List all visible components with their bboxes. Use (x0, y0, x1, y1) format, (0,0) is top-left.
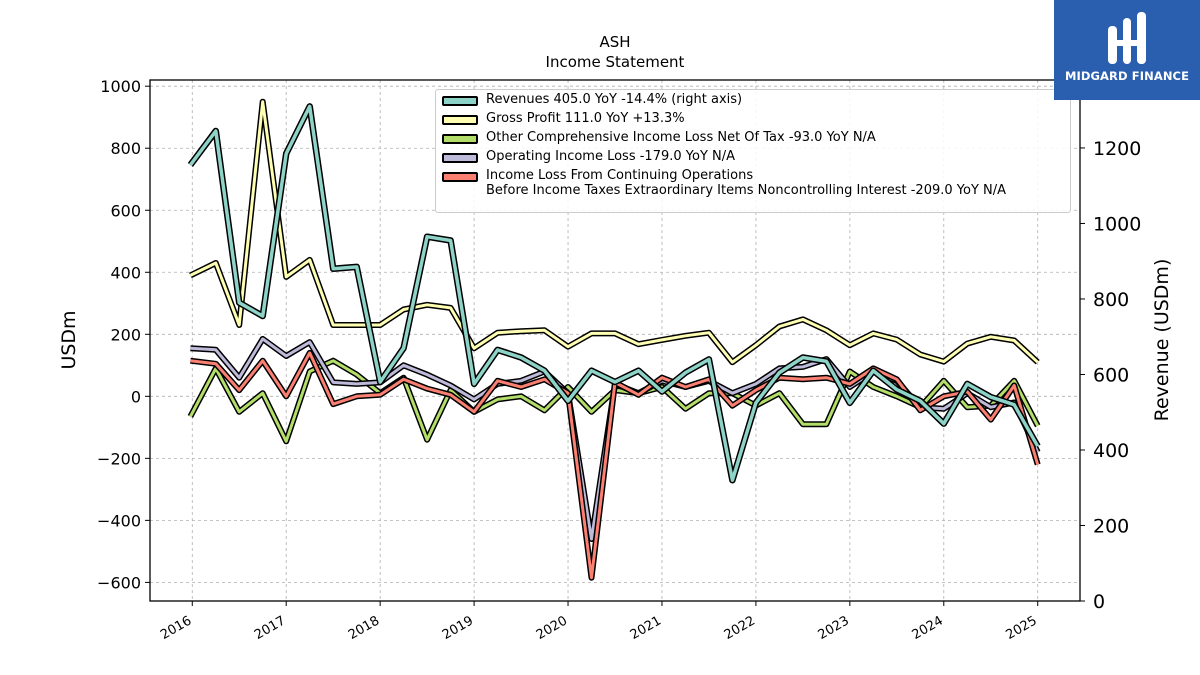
x-tick-label: 2018 (346, 613, 382, 643)
legend-label-other-comprehensive: Other Comprehensive Income Loss Net Of T… (486, 130, 876, 145)
legend-label-income-loss: Income Loss From Continuing Operations Be… (486, 168, 1007, 198)
legend-swatch-other-comprehensive (442, 134, 478, 144)
legend-swatch-revenues (442, 96, 478, 106)
legend-label-revenues: Revenues 405.0 YoY -14.4% (right axis) (486, 92, 743, 107)
series-revenues-line (188, 104, 1040, 482)
legend-item: Revenues 405.0 YoY -14.4% (right axis) (442, 92, 1064, 107)
series-income-loss-line (190, 351, 1040, 580)
y-right-tick-label: 400 (1093, 440, 1129, 462)
y-right-tick-label: 1000 (1093, 213, 1141, 235)
x-tick-label: 2016 (158, 613, 194, 643)
y-tick-label: 600 (110, 201, 141, 220)
logo-text: MIDGARD FINANCE (1064, 69, 1190, 83)
x-tick-label: 2022 (722, 613, 758, 643)
legend-swatch-gross-profit (442, 115, 478, 125)
chart-legend: Revenues 405.0 YoY -14.4% (right axis) G… (435, 89, 1071, 213)
y-right-tick-label: 600 (1093, 364, 1129, 386)
y-right-tick-label: 0 (1093, 591, 1105, 613)
legend-label-gross-profit: Gross Profit 111.0 YoY +13.3% (486, 111, 685, 126)
series-gross-profit-line (189, 100, 1039, 364)
y-right-tick-label: 200 (1093, 515, 1129, 537)
legend-item: Operating Income Loss -179.0 YoY N/A (442, 149, 1064, 164)
y-tick-label: 400 (110, 263, 141, 282)
legend-item: Other Comprehensive Income Loss Net Of T… (442, 130, 1064, 145)
legend-item: Gross Profit 111.0 YoY +13.3% (442, 111, 1064, 126)
y-tick-label: −400 (97, 511, 141, 530)
y-tick-label: −200 (97, 449, 141, 468)
chart-subtitle: Income Statement (546, 53, 685, 71)
y-axis-label: USDm (58, 310, 80, 369)
y-right-tick-label: 800 (1093, 289, 1129, 311)
x-tick-label: 2023 (816, 613, 852, 643)
x-tick-label: 2025 (1004, 613, 1040, 643)
y-right-tick-label: 1200 (1093, 138, 1141, 160)
chart-title: ASH (599, 33, 630, 51)
x-tick-label: 2024 (910, 613, 946, 643)
y-tick-label: 200 (110, 325, 141, 344)
x-tick-label: 2020 (534, 613, 570, 643)
legend-item: Income Loss From Continuing Operations Be… (442, 168, 1064, 198)
y-axis-right-label: Revenue (USDm) (1151, 259, 1173, 422)
y-tick-label: 800 (110, 139, 141, 158)
y-tick-label: −600 (97, 573, 141, 592)
legend-label-operating-income: Operating Income Loss -179.0 YoY N/A (486, 149, 736, 164)
midgard-logo-icon (1108, 12, 1146, 64)
y-tick-label: 0 (131, 387, 141, 406)
midgard-finance-logo: MIDGARD FINANCE (1054, 0, 1200, 100)
plot-frame (149, 79, 1081, 602)
series-layer (187, 98, 1041, 581)
y-tick-label: 1000 (100, 77, 141, 96)
x-tick-label: 2019 (440, 613, 476, 643)
legend-swatch-operating-income (442, 153, 478, 163)
x-tick-label: 2017 (252, 613, 288, 643)
legend-swatch-income-loss (442, 172, 478, 182)
x-tick-label: 2021 (628, 613, 664, 643)
